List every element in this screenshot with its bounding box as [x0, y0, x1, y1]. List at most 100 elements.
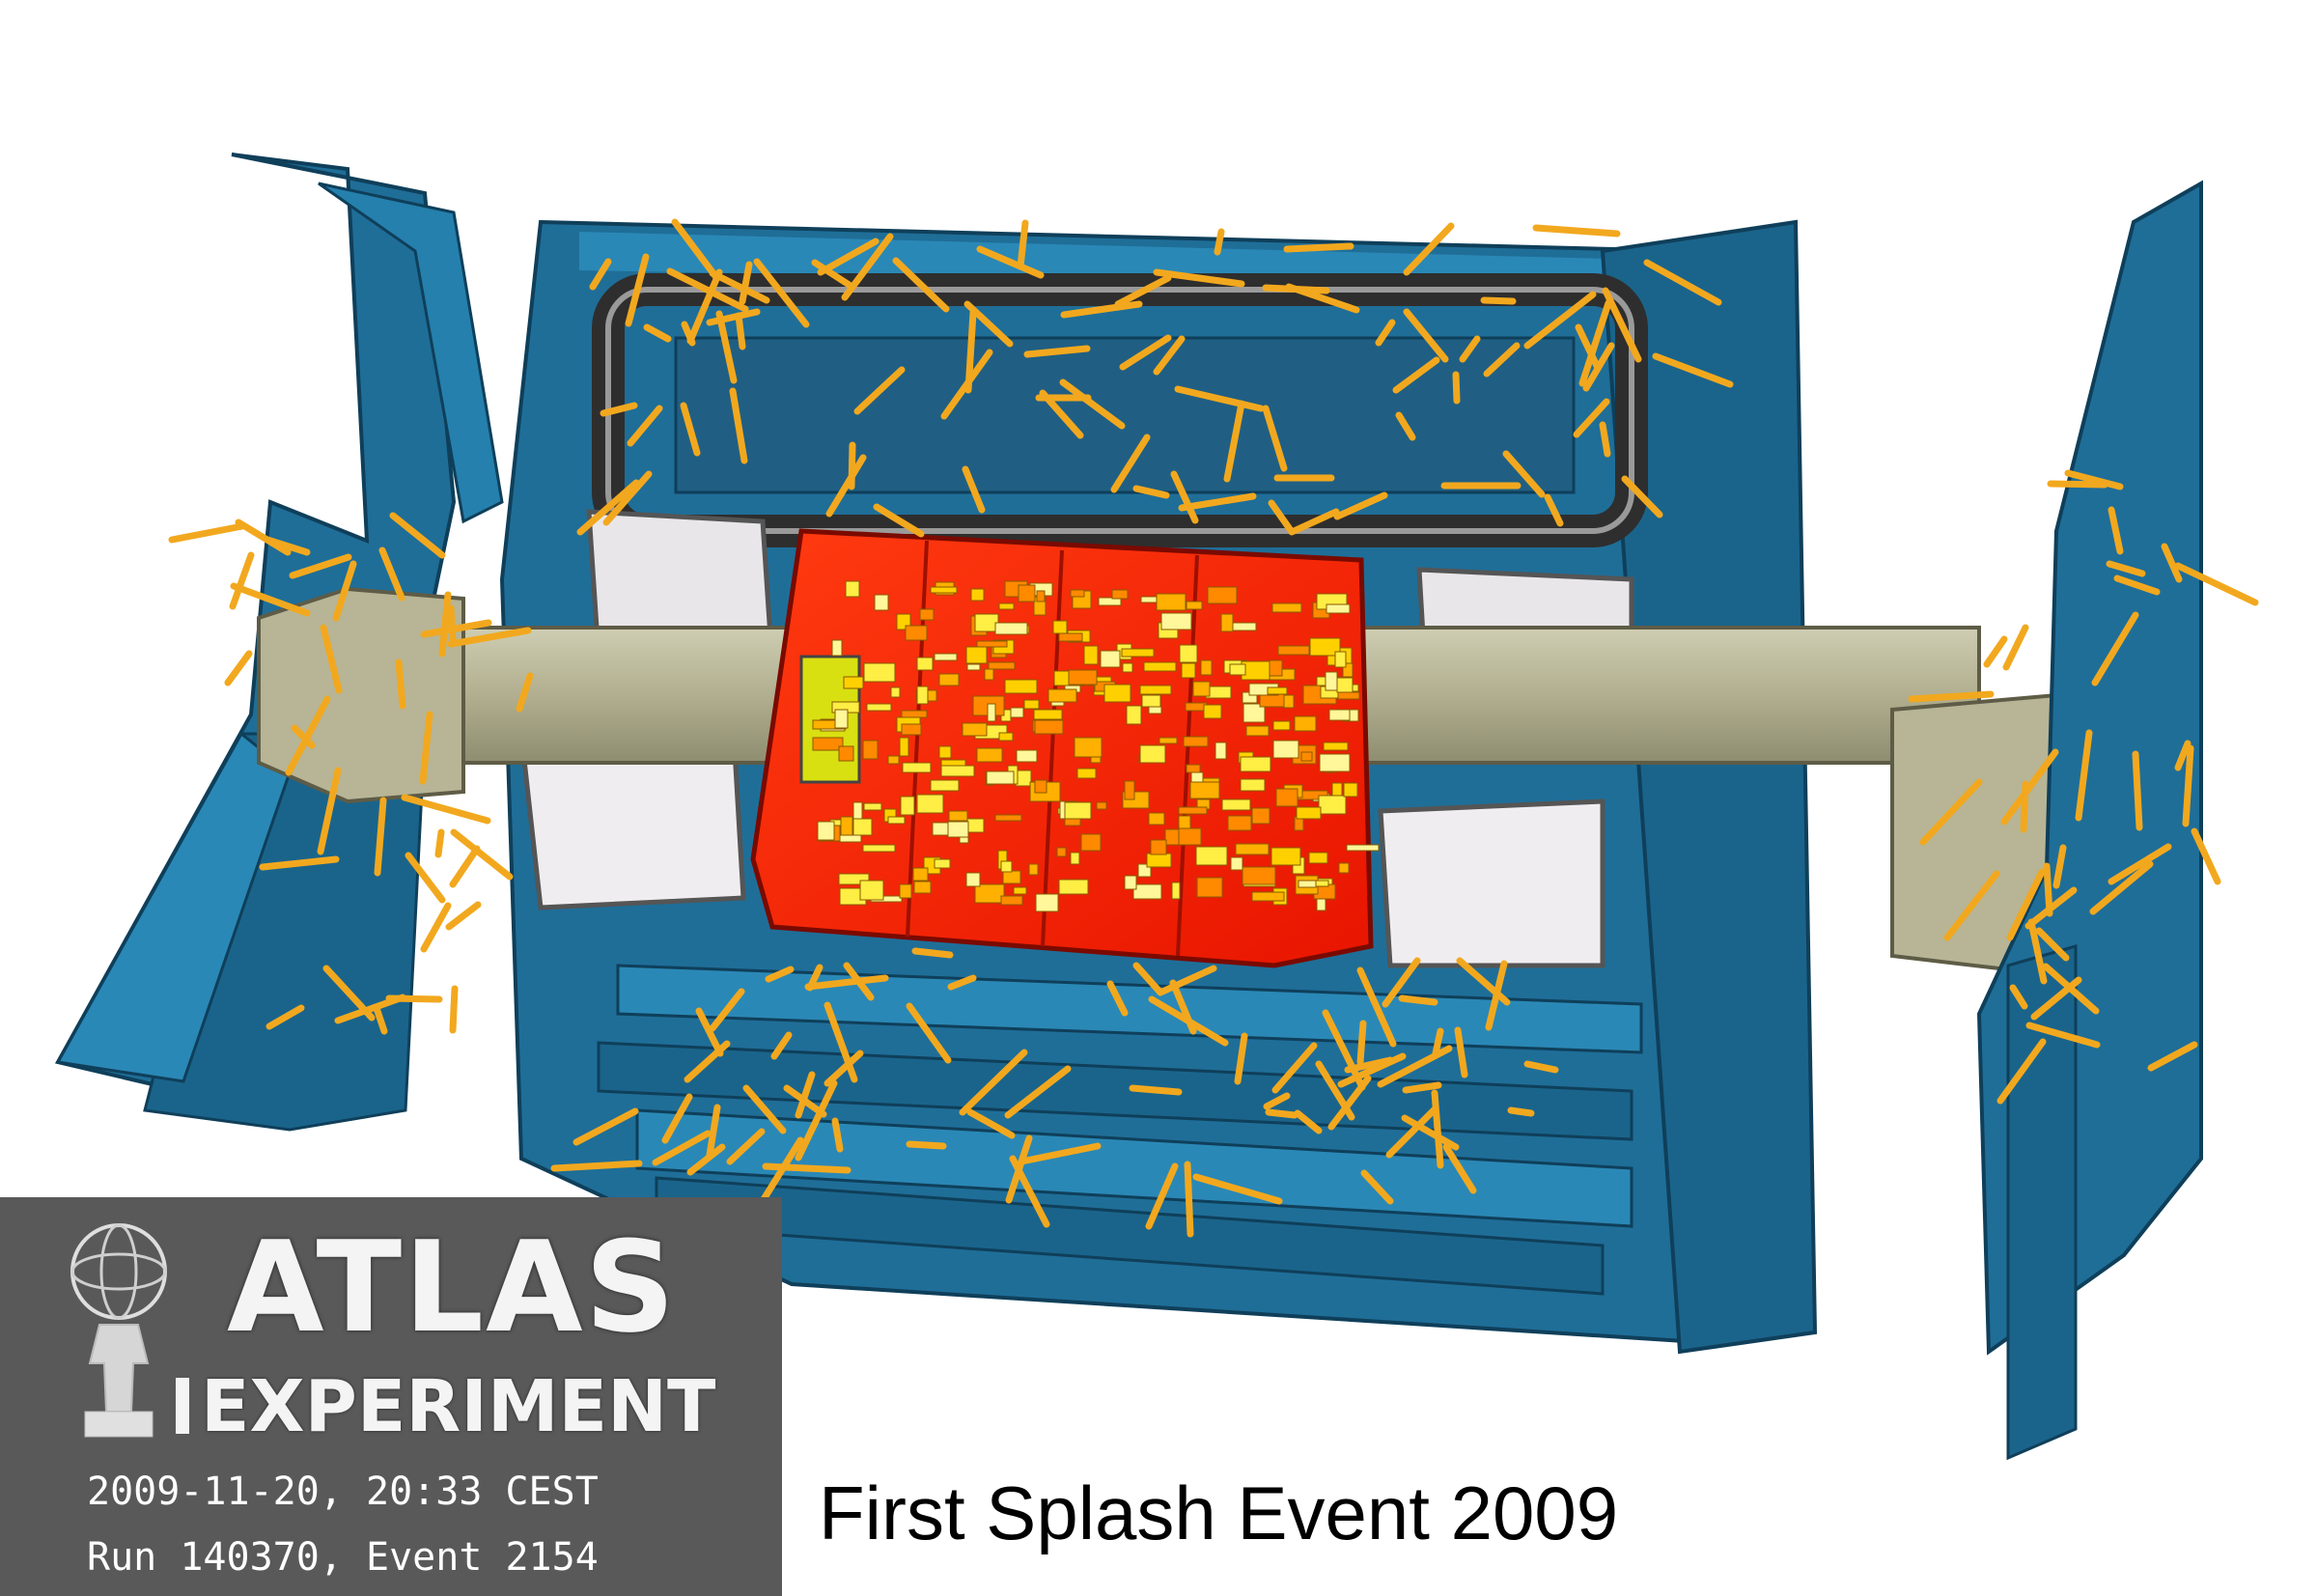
muon-hit — [374, 797, 387, 877]
muon-hit — [811, 259, 854, 290]
muon-hit — [2191, 827, 2221, 885]
energy-deposit — [1150, 839, 1167, 855]
energy-deposit — [1034, 779, 1047, 794]
page-caption: First Splash Event 2009 — [819, 1470, 1619, 1555]
energy-deposit — [1132, 883, 1162, 900]
muon-hit — [1327, 1075, 1372, 1131]
muon-hit — [1285, 283, 1360, 314]
muon-hit — [1356, 966, 1397, 1048]
energy-deposit — [1346, 844, 1380, 852]
muon-hit — [735, 312, 746, 350]
energy-deposit — [1203, 704, 1222, 719]
muon-hit — [873, 503, 925, 538]
muon-hit — [1005, 1134, 1033, 1204]
energy-deposit — [1267, 686, 1288, 695]
muon-hit — [1214, 228, 1225, 256]
muon-hit — [373, 1004, 388, 1035]
muon-hit — [627, 405, 663, 447]
muon-hit — [449, 845, 481, 888]
muon-hit — [757, 1136, 804, 1208]
energy-deposit — [1272, 740, 1299, 759]
muon-hit — [1919, 778, 1983, 846]
energy-deposit — [1214, 742, 1227, 760]
muon-hit — [2106, 560, 2146, 577]
muon-hit — [1294, 1109, 1323, 1134]
energy-deposit — [859, 880, 884, 901]
energy-deposit — [1036, 590, 1046, 602]
energy-deposit — [988, 661, 1016, 670]
muon-hit — [2174, 740, 2191, 771]
energy-deposit — [965, 872, 981, 887]
energy-deposit — [1058, 879, 1089, 895]
energy-deposit — [1056, 847, 1067, 857]
muon-hit — [1983, 635, 2008, 668]
energy-deposit — [843, 676, 864, 689]
energy-deposit — [1179, 644, 1198, 663]
energy-deposit — [974, 883, 1005, 904]
muon-hit — [1004, 1065, 1072, 1119]
energy-deposit — [1158, 737, 1178, 744]
energy-deposit — [1122, 662, 1133, 673]
muon-hit — [1129, 1084, 1183, 1096]
muon-hit — [229, 551, 255, 610]
muon-hit — [824, 1050, 864, 1087]
energy-deposit — [900, 796, 915, 816]
energy-deposit — [976, 747, 1003, 763]
muon-hit — [322, 965, 376, 1022]
logo-title: ATLAS — [227, 1214, 678, 1360]
energy-deposit — [1331, 782, 1343, 797]
energy-deposit — [1000, 895, 1023, 906]
energy-deposit — [1294, 715, 1317, 732]
muon-hit — [378, 546, 405, 602]
energy-deposit — [1251, 807, 1270, 825]
energy-deposit — [912, 867, 929, 882]
muon-hit — [235, 518, 292, 556]
energy-deposit — [1230, 856, 1243, 871]
energy-deposit — [1275, 788, 1298, 807]
muon-hit — [1382, 957, 1421, 1008]
muon-hit — [317, 767, 342, 855]
muon-hit — [1452, 371, 1461, 405]
muon-hit — [964, 309, 977, 394]
energy-deposit — [948, 810, 968, 822]
muon-hit — [1192, 1173, 1283, 1205]
muon-hit — [686, 268, 723, 345]
muon-hit — [1652, 352, 1734, 388]
energy-deposit — [1033, 709, 1063, 720]
muon-hit — [753, 258, 810, 328]
muon-hit — [1996, 1038, 2047, 1105]
muon-hit — [2042, 963, 2100, 1015]
muon-hit — [332, 560, 357, 622]
muon-hit — [1621, 475, 1663, 518]
muon-hit — [1263, 1092, 1291, 1110]
muon-hit — [841, 233, 894, 301]
muon-hit — [1023, 345, 1091, 358]
energy-deposit — [1000, 860, 1013, 873]
muon-hit — [806, 964, 824, 992]
energy-deposit — [1070, 852, 1080, 865]
energy-deposit — [1074, 737, 1103, 758]
muon-hit — [1401, 1114, 1460, 1151]
muon-hit — [291, 724, 316, 749]
energy-deposit — [998, 602, 1015, 610]
muon-hit — [1170, 470, 1199, 524]
muon-hit — [438, 591, 452, 658]
muon-hit — [420, 619, 492, 638]
muon-hit — [1184, 1161, 1194, 1238]
energy-deposit — [845, 580, 860, 598]
muon-hit — [892, 257, 950, 313]
muon-hit — [1385, 1105, 1439, 1159]
energy-deposit — [1240, 778, 1266, 792]
muon-hit — [168, 522, 246, 544]
energy-deposit — [1221, 798, 1251, 811]
muon-hit — [729, 387, 748, 464]
energy-deposit — [1200, 659, 1213, 676]
muon-hit — [1456, 957, 1511, 1006]
muon-hit — [1018, 1142, 1102, 1165]
energy-deposit — [962, 722, 988, 737]
energy-deposit — [938, 673, 960, 686]
muon-hit — [715, 310, 738, 384]
energy-deposit — [1207, 586, 1238, 604]
muon-hit — [1582, 342, 1615, 392]
energy-deposit — [1270, 847, 1301, 866]
